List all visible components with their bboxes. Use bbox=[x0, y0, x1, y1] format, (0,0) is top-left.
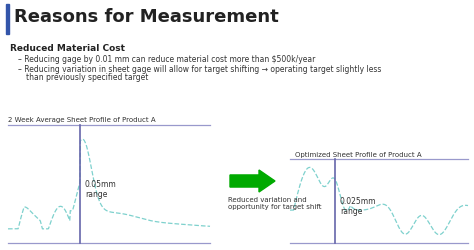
Text: Reduced variation and
opportunity for target shift: Reduced variation and opportunity for ta… bbox=[228, 196, 321, 209]
Text: Reasons for Measurement: Reasons for Measurement bbox=[14, 8, 279, 26]
Text: – Reducing gage by 0.01 mm can reduce material cost more than $500k/year: – Reducing gage by 0.01 mm can reduce ma… bbox=[18, 55, 315, 64]
Text: Reduced Material Cost: Reduced Material Cost bbox=[10, 44, 125, 53]
Text: 0.05mm
range: 0.05mm range bbox=[85, 179, 117, 199]
Text: – Reducing variation in sheet gage will allow for target shifting → operating ta: – Reducing variation in sheet gage will … bbox=[18, 65, 382, 74]
Text: 2 Week Average Sheet Profile of Product A: 2 Week Average Sheet Profile of Product … bbox=[8, 116, 155, 122]
Text: 0.025mm
range: 0.025mm range bbox=[340, 196, 376, 216]
Text: than previously specified target: than previously specified target bbox=[26, 73, 148, 82]
Text: Optimized Sheet Profile of Product A: Optimized Sheet Profile of Product A bbox=[295, 152, 422, 157]
FancyArrow shape bbox=[230, 170, 275, 192]
Bar bbox=[6, 5, 9, 35]
